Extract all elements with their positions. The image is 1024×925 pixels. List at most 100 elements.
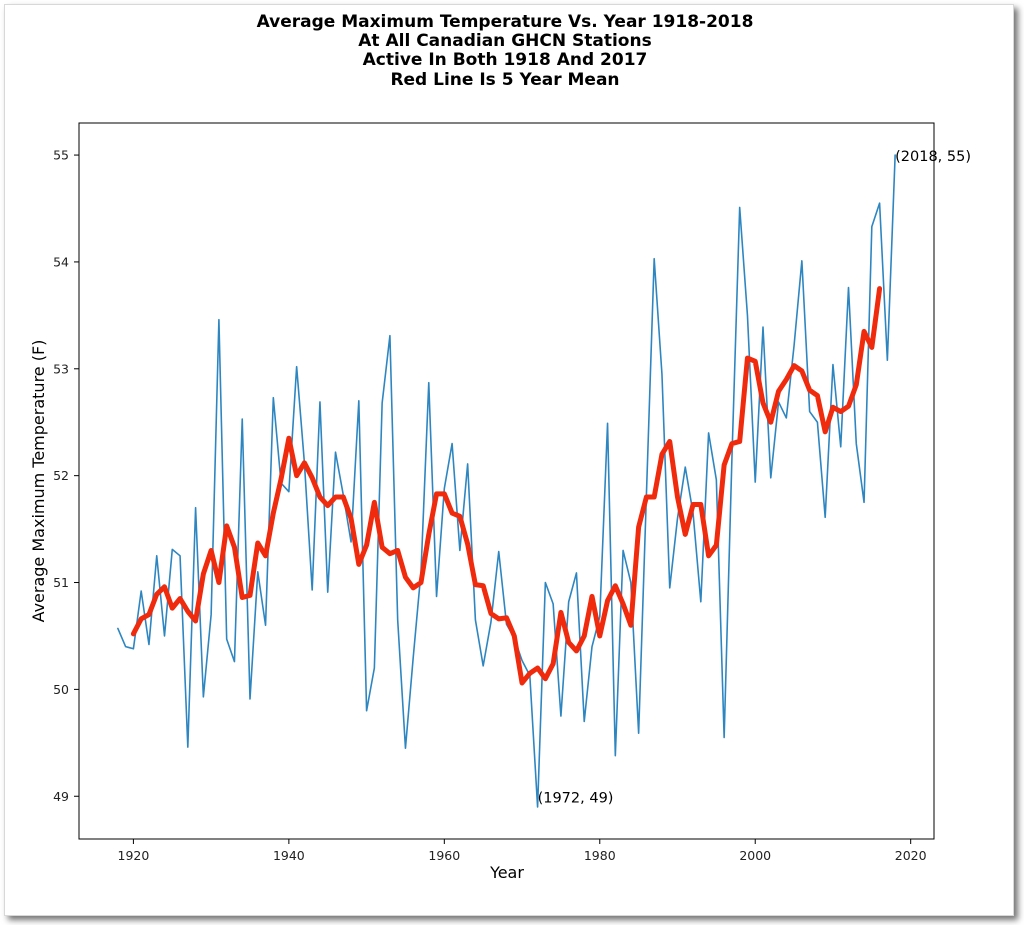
data-point	[848, 287, 849, 288]
data-point	[646, 496, 647, 497]
data-point	[607, 423, 608, 424]
data-point	[832, 364, 833, 365]
data-point	[817, 422, 818, 423]
data-point	[366, 545, 367, 546]
data-point	[451, 443, 452, 444]
data-point	[521, 682, 522, 683]
data-point	[553, 603, 554, 604]
data-point	[382, 547, 383, 548]
data-point	[716, 545, 717, 546]
data-point	[451, 512, 452, 513]
data-point	[731, 443, 732, 444]
data-point	[420, 582, 421, 583]
point-annotation: (2018, 55)	[895, 149, 971, 165]
data-point	[863, 502, 864, 503]
data-point	[218, 582, 219, 583]
data-point	[288, 438, 289, 439]
data-point	[203, 573, 204, 574]
data-point	[203, 696, 204, 697]
data-point	[195, 507, 196, 508]
data-point	[257, 542, 258, 543]
data-point	[257, 571, 258, 572]
data-point	[809, 390, 810, 391]
data-point	[778, 391, 779, 392]
data-point	[840, 446, 841, 447]
data-point	[211, 614, 212, 615]
data-point	[521, 660, 522, 661]
data-point	[475, 584, 476, 585]
data-point	[490, 621, 491, 622]
data-point	[125, 646, 126, 647]
data-point	[591, 596, 592, 597]
x-tick-label: 1940	[273, 848, 305, 863]
data-point	[654, 496, 655, 497]
data-point	[467, 463, 468, 464]
data-point	[537, 806, 538, 807]
data-point	[343, 496, 344, 497]
data-point	[249, 698, 250, 699]
data-point	[234, 661, 235, 662]
x-tick-label: 2000	[739, 848, 771, 863]
data-point	[537, 667, 538, 668]
data-point	[708, 555, 709, 556]
data-point	[335, 496, 336, 497]
data-point	[747, 315, 748, 316]
data-point	[444, 488, 445, 489]
data-point	[692, 504, 693, 505]
data-point	[879, 288, 880, 289]
data-point	[887, 360, 888, 361]
axis-ticks: 1920 1940 1960 1980 2000 2020 49 50 51 52 53 54 55	[53, 148, 927, 863]
data-point	[739, 441, 740, 442]
data-point	[762, 327, 763, 328]
data-point	[677, 496, 678, 497]
data-point	[141, 590, 142, 591]
x-tick-label: 1920	[118, 848, 150, 863]
data-point	[483, 585, 484, 586]
data-point	[638, 526, 639, 527]
data-point	[312, 589, 313, 590]
five-year-mean-line	[130, 286, 883, 686]
data-point	[288, 491, 289, 492]
data-point	[242, 418, 243, 419]
data-point	[700, 504, 701, 505]
data-point	[762, 402, 763, 403]
data-point	[591, 646, 592, 647]
y-tick-label: 55	[53, 148, 69, 163]
title-line-2: At All Canadian GHCN Stations	[358, 31, 651, 51]
data-point	[405, 577, 406, 578]
x-tick-label: 2020	[895, 848, 927, 863]
data-point	[568, 601, 569, 602]
data-point	[467, 543, 468, 544]
data-point	[498, 551, 499, 552]
data-point	[825, 431, 826, 432]
data-point	[265, 555, 266, 556]
data-point	[164, 586, 165, 587]
data-point	[475, 619, 476, 620]
data-point	[156, 555, 157, 556]
data-point	[856, 384, 857, 385]
data-point	[366, 710, 367, 711]
data-point	[249, 595, 250, 596]
point-annotation: (1972, 49)	[538, 790, 614, 806]
data-point	[156, 594, 157, 595]
data-point	[234, 547, 235, 548]
chart-frame: Average Maximum Temperature Vs. Year 191…	[4, 4, 1014, 916]
data-point	[413, 657, 414, 658]
data-point	[374, 502, 375, 503]
data-point	[389, 335, 390, 336]
data-point	[506, 617, 507, 618]
data-point	[863, 331, 864, 332]
data-point	[312, 477, 313, 478]
y-tick-label: 51	[53, 575, 69, 590]
data-point	[529, 673, 530, 674]
y-tick-label: 50	[53, 682, 69, 697]
data-point	[731, 458, 732, 459]
x-tick-label: 1980	[584, 848, 616, 863]
data-point	[747, 358, 748, 359]
data-point	[724, 737, 725, 738]
data-point	[661, 454, 662, 455]
data-point	[358, 400, 359, 401]
data-point	[405, 748, 406, 749]
data-point	[801, 370, 802, 371]
data-point	[615, 585, 616, 586]
